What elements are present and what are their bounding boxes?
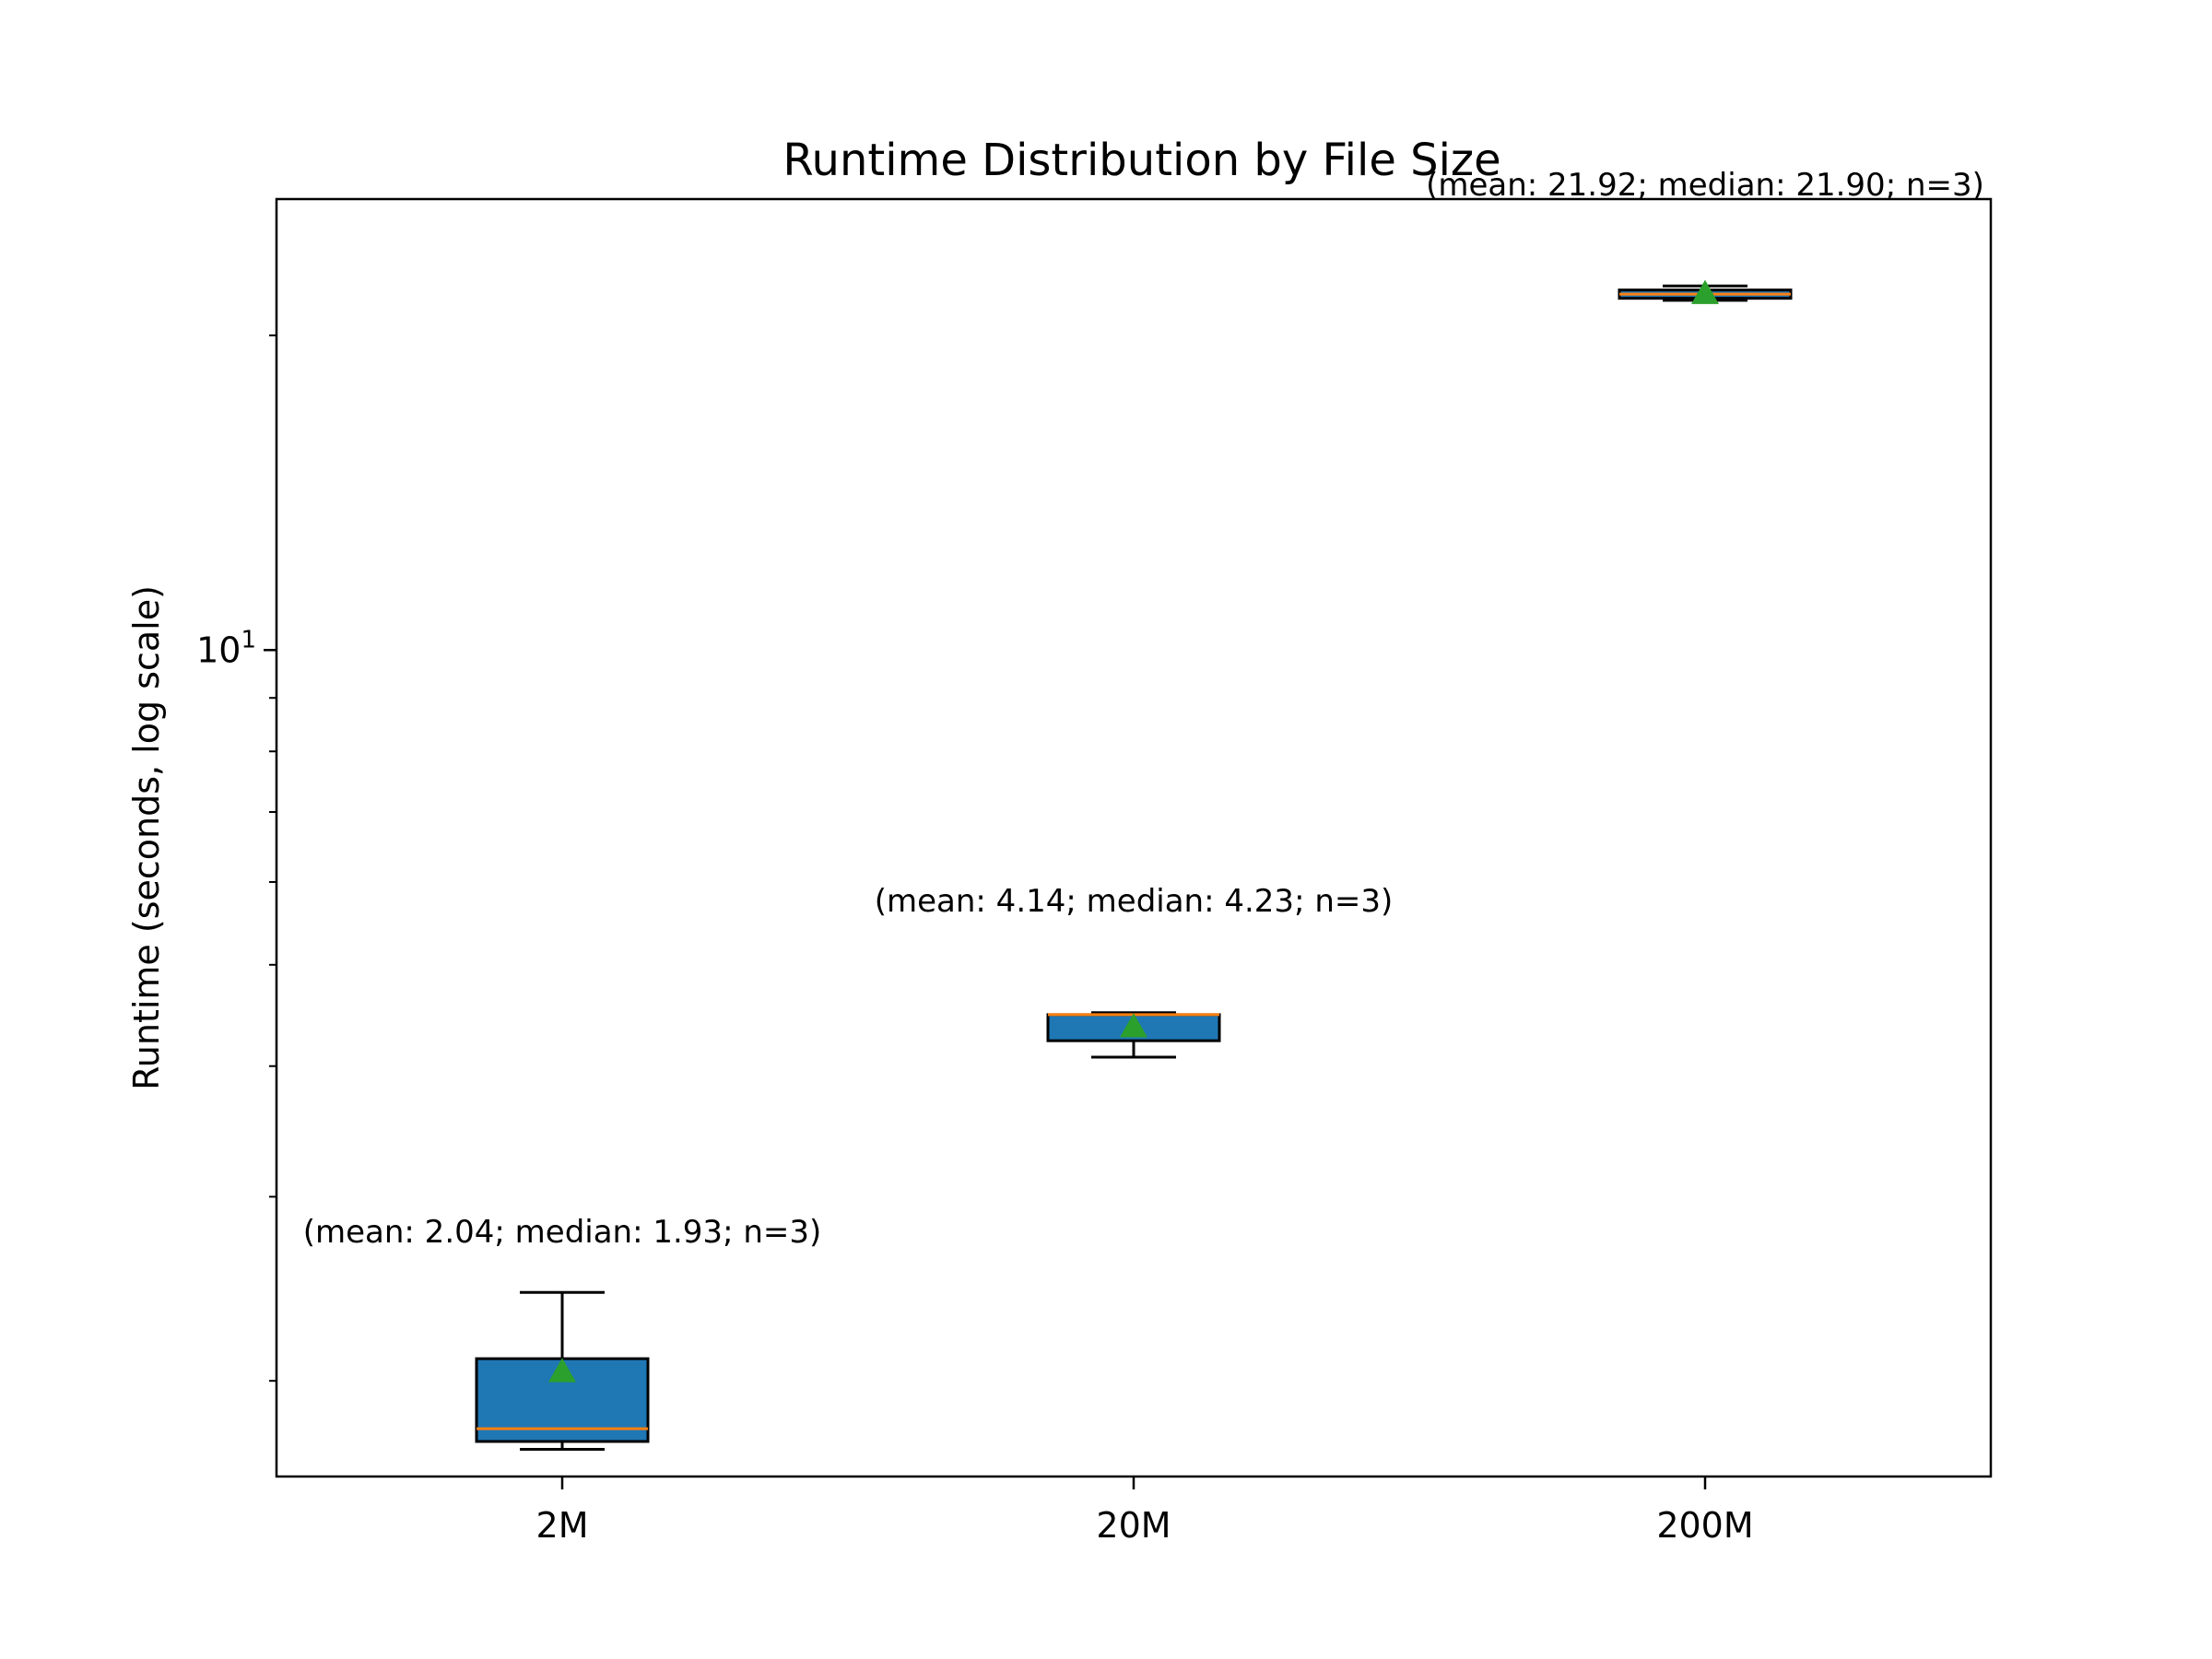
mean-marker [1691,279,1719,304]
mean-marker [548,1358,576,1382]
chart-title: Runtime Distribution by File Size [782,135,1500,186]
x-tick-label: 2M [536,1505,589,1546]
chart-marks: 101 2M 20M 200M (mean: 2.04; median: 1.93; n… [196,167,1984,1546]
plot-area [275,197,1993,1478]
x-tick-label: 200M [1656,1505,1753,1546]
y-axis-label: Runtime (seconds, log scale) [126,585,167,1090]
box-annotation: (mean: 21.92; median: 21.90; n=3) [1426,167,1984,204]
box-annotation: (mean: 4.14; median: 4.23; n=3) [875,883,1394,920]
box-annotation: (mean: 2.04; median: 1.93; n=3) [303,1214,822,1251]
x-tick-label: 20M [1096,1505,1171,1546]
mean-marker [1120,1013,1147,1038]
y-tick-label: 101 [196,626,256,670]
